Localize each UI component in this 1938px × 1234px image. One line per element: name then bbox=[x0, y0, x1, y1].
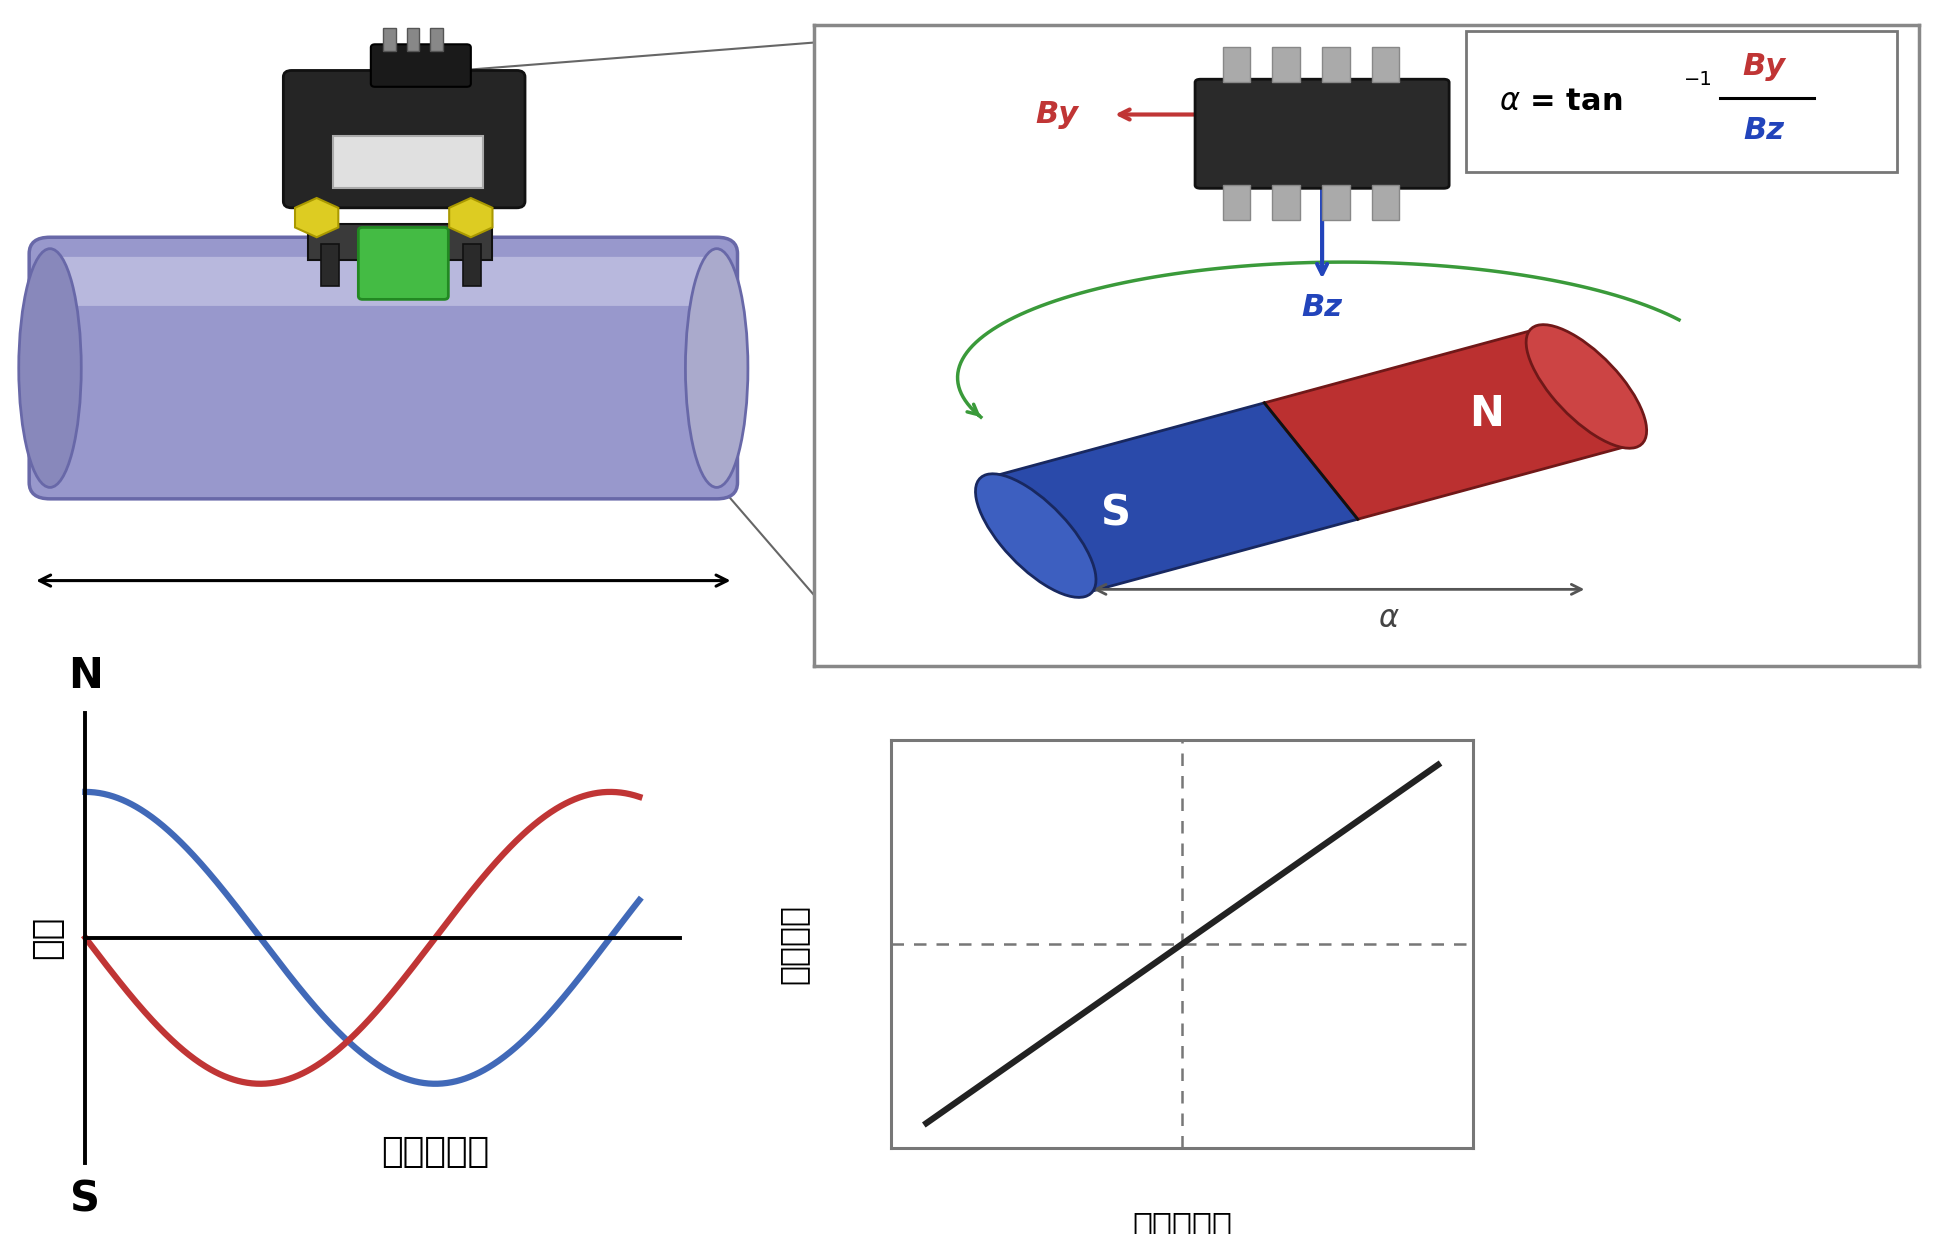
Ellipse shape bbox=[19, 249, 81, 487]
Bar bbox=[1322, 47, 1349, 83]
Bar bbox=[1372, 47, 1399, 83]
Bar bbox=[1372, 185, 1399, 221]
FancyBboxPatch shape bbox=[1465, 31, 1897, 173]
Text: Bz: Bz bbox=[1744, 116, 1785, 146]
Bar bbox=[463, 244, 481, 286]
Bar bbox=[430, 28, 442, 51]
Bar bbox=[308, 225, 492, 260]
FancyBboxPatch shape bbox=[370, 44, 471, 86]
Ellipse shape bbox=[975, 474, 1097, 597]
Text: ストローク: ストローク bbox=[1132, 1209, 1233, 1234]
FancyBboxPatch shape bbox=[29, 237, 738, 499]
Text: 磁力: 磁力 bbox=[31, 916, 64, 960]
Bar bbox=[1223, 185, 1250, 221]
FancyBboxPatch shape bbox=[50, 257, 717, 306]
Text: N: N bbox=[1469, 392, 1504, 434]
Bar bbox=[384, 28, 395, 51]
Text: 出力電圧: 出力電圧 bbox=[775, 905, 810, 983]
Text: By: By bbox=[1742, 52, 1785, 81]
Text: Bz: Bz bbox=[1302, 292, 1343, 322]
FancyBboxPatch shape bbox=[1196, 79, 1450, 189]
Bar bbox=[1273, 185, 1300, 221]
Ellipse shape bbox=[686, 249, 748, 487]
Bar bbox=[1322, 185, 1349, 221]
Polygon shape bbox=[988, 402, 1359, 594]
Text: S: S bbox=[70, 1178, 101, 1220]
FancyBboxPatch shape bbox=[283, 70, 525, 207]
Polygon shape bbox=[1264, 328, 1634, 520]
Bar bbox=[1223, 47, 1250, 83]
Bar bbox=[407, 28, 419, 51]
Text: −1: −1 bbox=[1684, 70, 1713, 89]
Bar bbox=[1273, 47, 1300, 83]
Text: ストローク: ストローク bbox=[382, 1135, 488, 1170]
Ellipse shape bbox=[1525, 325, 1647, 448]
Text: N: N bbox=[68, 655, 103, 697]
Text: By: By bbox=[1035, 100, 1079, 130]
FancyBboxPatch shape bbox=[359, 227, 448, 300]
Bar bbox=[322, 244, 339, 286]
Bar bbox=[333, 136, 483, 188]
Text: S: S bbox=[1101, 492, 1132, 534]
Text: $\alpha$: $\alpha$ bbox=[1378, 603, 1399, 633]
Text: $\alpha$ = tan: $\alpha$ = tan bbox=[1498, 88, 1622, 116]
